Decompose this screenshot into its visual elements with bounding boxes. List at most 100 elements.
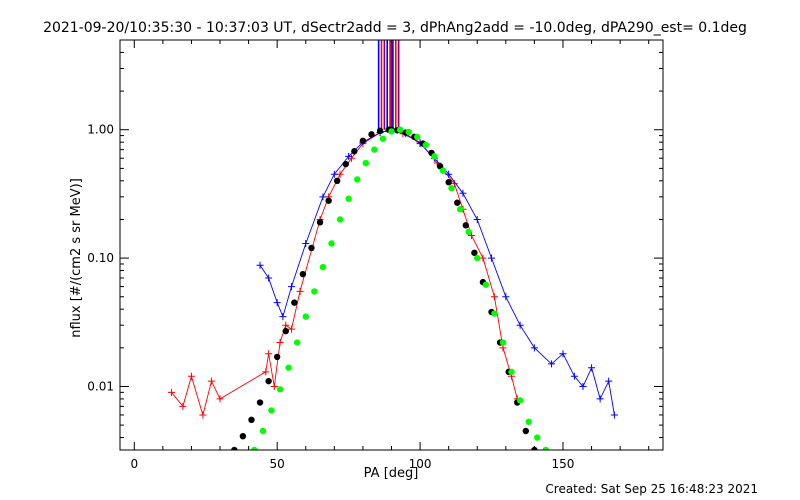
data-point	[473, 215, 481, 223]
data-point	[207, 377, 215, 385]
data-point	[570, 372, 578, 380]
series-3	[251, 126, 550, 450]
y-tick-label: 1.00	[87, 123, 114, 137]
data-point	[588, 364, 596, 372]
data-point	[542, 446, 550, 450]
data-point	[179, 402, 187, 410]
data-point	[282, 321, 290, 329]
data-point	[445, 170, 453, 178]
data-point	[388, 128, 395, 135]
data-point	[248, 416, 255, 424]
data-point	[287, 325, 295, 333]
data-point	[279, 313, 287, 321]
data-point	[328, 240, 335, 247]
data-point	[285, 364, 292, 371]
data-point	[596, 395, 604, 403]
data-point	[516, 321, 524, 329]
data-point	[268, 407, 275, 414]
data-point	[319, 193, 327, 201]
data-point	[439, 167, 447, 174]
data-point	[405, 128, 412, 136]
data-point	[256, 261, 264, 269]
data-point	[334, 177, 341, 185]
data-point	[502, 293, 510, 301]
chart-title: 2021-09-20/10:35:30 - 10:37:03 UT, dSect…	[43, 20, 747, 36]
x-axis-label: PA [deg]	[364, 466, 419, 481]
data-point	[354, 176, 361, 183]
data-point	[345, 152, 353, 160]
series-line	[171, 129, 518, 417]
data-point	[262, 368, 270, 376]
series-1	[256, 126, 618, 419]
data-point	[488, 254, 496, 262]
data-point	[379, 135, 387, 142]
data-point	[259, 427, 267, 435]
x-tick-label: 150	[552, 457, 575, 471]
data-point	[548, 360, 556, 368]
data-point	[499, 339, 507, 346]
data-point	[376, 127, 384, 135]
data-point	[479, 254, 487, 262]
y-tick-label: 0.01	[87, 379, 114, 393]
data-point	[491, 310, 498, 317]
data-point	[414, 133, 421, 141]
x-tick-label: 100	[409, 457, 432, 471]
data-point	[216, 395, 224, 403]
data-point	[465, 228, 472, 236]
data-point	[579, 382, 587, 390]
data-point	[530, 344, 538, 352]
y-axis-label: nflux [#/(cm2 s sr MeV)]	[69, 178, 84, 338]
data-point	[270, 382, 278, 390]
series-line	[259, 129, 615, 416]
data-point	[516, 397, 524, 404]
data-point	[276, 386, 284, 393]
data-point	[291, 299, 298, 306]
data-point	[311, 288, 318, 295]
data-point	[187, 372, 195, 380]
data-point	[534, 434, 541, 441]
data-point	[462, 222, 470, 229]
data-point	[525, 418, 532, 426]
data-point	[362, 159, 369, 167]
data-point	[287, 283, 295, 291]
data-point	[431, 153, 438, 160]
data-point	[299, 270, 307, 278]
data-point	[256, 399, 264, 406]
axis-ticks: 0 50 100 150 0.01 0.10 1.00	[87, 39, 663, 471]
data-point	[273, 353, 281, 361]
data-point	[482, 281, 490, 288]
data-point	[308, 244, 315, 252]
data-point	[396, 126, 404, 133]
created-footer: Created: Sat Sep 25 16:48:23 2021	[545, 482, 758, 496]
data-point	[251, 446, 258, 450]
data-point	[456, 206, 464, 213]
data-point	[293, 339, 301, 346]
data-point	[325, 197, 332, 204]
data-point	[316, 219, 324, 226]
data-point	[459, 189, 467, 197]
data-point	[474, 254, 481, 262]
data-point	[445, 179, 452, 186]
data-point	[371, 146, 378, 153]
x-tick-label: 0	[130, 457, 138, 471]
data-point	[522, 427, 530, 435]
data-point	[448, 185, 455, 192]
data-point	[273, 299, 281, 307]
data-marks	[167, 40, 618, 450]
data-point	[302, 239, 310, 247]
y-tick-label: 0.10	[87, 251, 114, 265]
series-0	[167, 126, 521, 419]
data-point	[422, 141, 429, 149]
data-point	[231, 446, 238, 450]
series-2	[231, 126, 538, 450]
plot-area	[119, 39, 664, 451]
data-point	[265, 274, 273, 282]
data-point	[345, 195, 352, 202]
data-point	[454, 199, 461, 206]
data-point	[342, 160, 349, 168]
data-point	[296, 287, 304, 295]
data-point	[359, 137, 367, 144]
data-point	[471, 249, 478, 256]
data-point	[336, 216, 344, 223]
data-point	[302, 313, 309, 320]
